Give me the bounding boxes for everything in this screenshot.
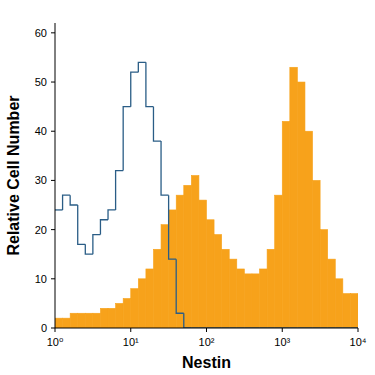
histogram-bar (350, 294, 358, 328)
marks (55, 62, 358, 328)
x-tick-label: 10² (199, 336, 215, 348)
histogram-bar (161, 225, 169, 328)
histogram-bar (282, 121, 290, 328)
step-segment (55, 209, 63, 210)
histogram-bar (199, 200, 207, 328)
y-tick (51, 180, 55, 181)
step-segment (161, 141, 169, 195)
histogram-bar (275, 195, 283, 328)
step-segment (123, 107, 131, 171)
histogram-bar (138, 279, 146, 328)
y-axis-label: Relative Cell Number (5, 95, 22, 255)
histogram-bar (153, 249, 161, 328)
step-segment (78, 205, 86, 244)
histogram-bar (93, 313, 101, 328)
y-tick (51, 82, 55, 83)
histogram-bar (237, 269, 245, 328)
histogram-bar (252, 274, 260, 328)
x-tick (282, 328, 283, 332)
step-segment (70, 195, 78, 205)
y-tick (51, 328, 55, 329)
histogram-bar (184, 185, 192, 328)
y-tick-label: 50 (35, 76, 47, 88)
y-axis (55, 23, 56, 328)
histogram-bar (191, 176, 199, 329)
histogram-bar (320, 230, 328, 328)
histogram-bar (222, 249, 230, 328)
histogram-bar (229, 259, 237, 328)
x-tick (130, 328, 131, 332)
series-1 (55, 62, 358, 328)
histogram-bar (108, 308, 116, 328)
histogram-bar (305, 131, 313, 328)
y-tick (51, 131, 55, 132)
y-tick-label: 60 (35, 27, 47, 39)
x-axis-label: Nestin (182, 354, 231, 371)
histogram-bar (214, 235, 222, 328)
histogram-bar (244, 274, 252, 328)
histogram-bar (55, 318, 63, 328)
histogram-bar (146, 269, 154, 328)
histogram-bar (169, 210, 177, 328)
y-tick (51, 32, 55, 33)
y-tick-label: 20 (35, 224, 47, 236)
x-tick (206, 328, 207, 332)
step-segment (138, 62, 146, 72)
histogram-bar (100, 308, 108, 328)
x-tick-label: 10³ (274, 336, 290, 348)
histogram-bar (297, 82, 305, 328)
histogram-bar (343, 294, 351, 328)
step-segment (85, 244, 93, 254)
x-tick (55, 328, 56, 332)
histogram-bar (328, 259, 336, 328)
y-tick-label: 10 (35, 273, 47, 285)
step-segment (153, 107, 161, 141)
y-tick-label: 40 (35, 125, 47, 137)
y-tick (51, 229, 55, 230)
x-tick-label: 10¹ (123, 336, 139, 348)
histogram-bar (207, 220, 215, 328)
histogram-bar (176, 195, 184, 328)
histogram-bar (78, 313, 86, 328)
histogram-bar (260, 269, 268, 328)
histogram-bar (131, 289, 139, 328)
x-tick (358, 328, 359, 332)
y-tick (51, 278, 55, 279)
histogram-bar (335, 279, 343, 328)
histogram-bar (313, 180, 321, 328)
x-tick-label: 10⁰ (47, 336, 64, 348)
chart: 0 10 20 30 40 50 60 10⁰ 10¹ 10² 10³ 10⁴ Nestin Relati… (0, 0, 375, 375)
histogram-bar (123, 298, 131, 328)
y-tick-label: 0 (41, 322, 47, 334)
step-segment (131, 72, 139, 106)
step-segment (184, 313, 192, 328)
histogram-bar (290, 67, 298, 328)
histogram-bar (85, 313, 93, 328)
step-segment (108, 210, 116, 220)
histogram-bar (267, 249, 275, 328)
step-segment (176, 259, 184, 313)
histogram-bar (116, 303, 124, 328)
step-segment (146, 62, 154, 106)
series-0 (55, 67, 358, 328)
step-segment (100, 220, 108, 235)
x-tick-label: 10⁴ (350, 336, 367, 348)
step-segment (93, 235, 101, 255)
step-segment (116, 171, 124, 210)
y-tick-label: 30 (35, 174, 47, 186)
histogram-bar (70, 313, 78, 328)
step-segment (63, 195, 71, 210)
histogram-bar (63, 318, 71, 328)
step-segment (169, 195, 177, 259)
